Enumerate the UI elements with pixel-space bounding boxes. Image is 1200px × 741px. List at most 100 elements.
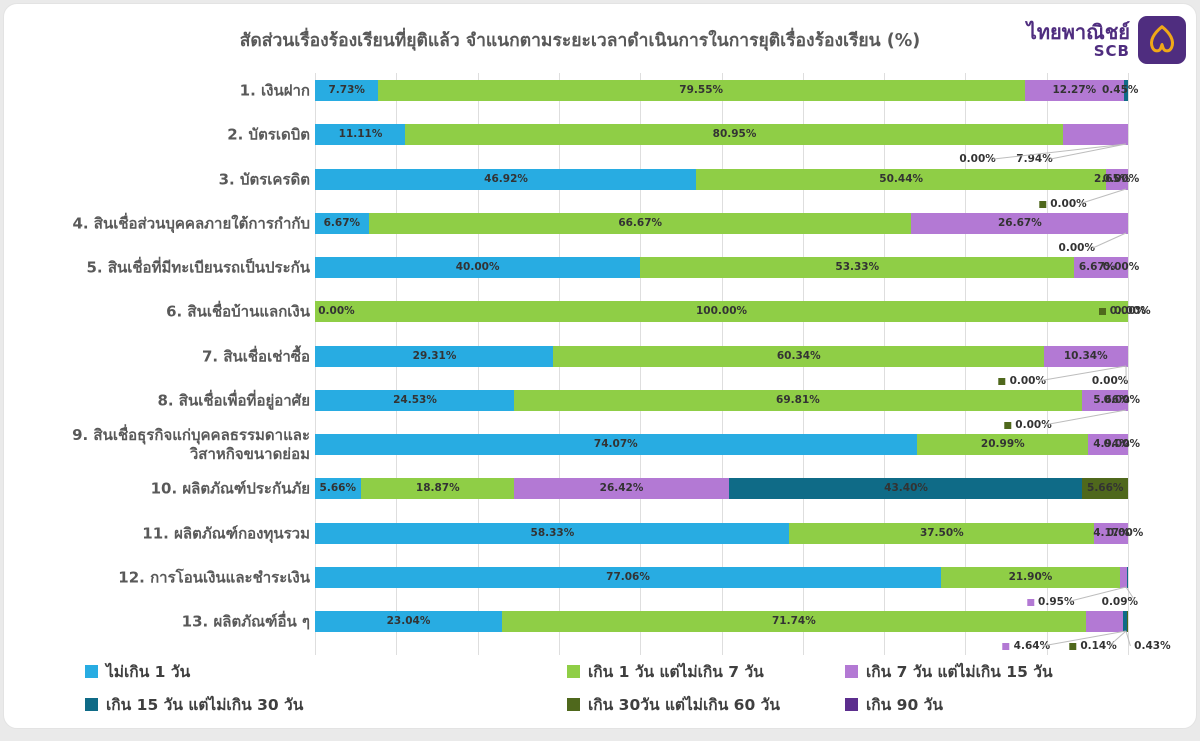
- bar-segment-1: [369, 213, 912, 234]
- callout-label: 0.43%: [1134, 640, 1171, 652]
- chart-title: สัดส่วนเรื่องร้องเรียนที่ยุติแล้ว จำแนกต…: [239, 31, 921, 51]
- bar-segment-0: [315, 523, 790, 544]
- series-marker: [1002, 643, 1010, 650]
- bar-segment-3: [1123, 611, 1127, 632]
- callout-label: 0.14%: [1069, 640, 1117, 653]
- bar-row: [315, 257, 1128, 278]
- legend-item-2: เกิน 7 วัน แต่ไม่เกิน 15 วัน: [845, 659, 1170, 684]
- legend-swatch: [567, 698, 580, 711]
- bar-value-label: 77.06%: [606, 571, 650, 583]
- bar-segment-0: [315, 434, 918, 455]
- bar-row: [315, 346, 1128, 367]
- bar-row: [315, 301, 1128, 322]
- legend-swatch: [845, 665, 858, 678]
- legend: ไม่เกิน 1 วัน เกิน 1 วัน แต่ไม่เกิน 7 วัน…: [85, 659, 1170, 717]
- category-label: 9. สินเชื่อธุรกิจแก่บุคคลธรรมดาและ วิสาหก…: [72, 425, 310, 463]
- category-label: 12. การโอนเงินและชำระเงิน: [118, 568, 310, 586]
- legend-swatch: [85, 665, 98, 678]
- bar-value-label: 5.66%: [319, 482, 356, 494]
- bar-row: [315, 124, 1128, 145]
- series-marker: [1027, 599, 1035, 606]
- series-marker: [998, 378, 1006, 385]
- bar-value-label: 40.00%: [455, 261, 500, 273]
- legend-swatch: [85, 698, 98, 711]
- bar-segment-1: [917, 434, 1088, 455]
- bar-value-label: 21.90%: [1008, 571, 1053, 583]
- bar-segment-0: [315, 257, 641, 278]
- category-label: 11. ผลิตภัณฑ์กองทุนรวม: [142, 524, 310, 542]
- bar-value-label: 6.67%: [323, 217, 361, 229]
- bar-value-label: 5.66%: [1093, 394, 1130, 406]
- scb-leaf-icon: [1138, 16, 1186, 64]
- bar-value-label: 66.67%: [618, 217, 663, 229]
- bar-segment-4: [1081, 478, 1128, 499]
- legend-item-5: เกิน 90 วัน: [845, 692, 1170, 717]
- legend-label: เกิน 1 วัน แต่ไม่เกิน 7 วัน: [588, 663, 764, 681]
- callout-label: 7.94%: [1016, 153, 1053, 165]
- bar-segment-4: [1126, 611, 1128, 632]
- gridline: [1128, 73, 1129, 655]
- scb-logo-thai-name: ไทยพาณิชย์: [1026, 19, 1130, 44]
- bar-segment-1: [696, 169, 1107, 190]
- bar-value-label: 71.74%: [771, 615, 816, 627]
- bar-value-label: 0.45%: [1101, 84, 1139, 96]
- series-marker: [1004, 422, 1012, 429]
- bar-segment-0: [315, 124, 406, 145]
- bar-value-label: 0.00%: [1103, 438, 1141, 450]
- bar-value-label: 60.34%: [776, 350, 821, 362]
- bar-value-label: 24.53%: [393, 394, 437, 406]
- bar-row: [315, 523, 1128, 544]
- bar-segment-0: [315, 611, 503, 632]
- legend-item-0: ไม่เกิน 1 วัน: [85, 659, 567, 684]
- callout-label: 4.64%: [1002, 640, 1050, 653]
- bar-segment-3: [1127, 567, 1128, 588]
- series-marker: [1069, 643, 1077, 650]
- bar-segment-1: [514, 390, 1082, 411]
- bar-segment-2: [1106, 169, 1128, 190]
- legend-label: ไม่เกิน 1 วัน: [106, 663, 191, 681]
- bar-value-label: 12.27%: [1052, 84, 1097, 96]
- bar-value-label: 0.00%: [1102, 261, 1140, 273]
- bar-row: [315, 567, 1128, 588]
- bar-segment-2: [1119, 567, 1128, 588]
- legend-label: เกิน 15 วัน แต่ไม่เกิน 30 วัน: [106, 696, 304, 714]
- bar-value-label: 0.00%: [1102, 173, 1140, 185]
- bar-segment-1: [941, 567, 1120, 588]
- bar-segment-2: [1094, 523, 1128, 544]
- bar-value-label: 43.40%: [884, 482, 928, 494]
- bar-segment-1: [405, 124, 1064, 145]
- category-label: 10. ผลิตภัณฑ์ประกันภัย: [150, 479, 310, 497]
- bar-value-label: 37.50%: [919, 527, 964, 539]
- series-marker: [1039, 201, 1047, 208]
- bar-segment-0: [315, 169, 697, 190]
- bar-value-label: 26.42%: [599, 482, 644, 494]
- bar-segment-1: [361, 478, 515, 499]
- category-label: 7. สินเชื่อเช่าซื้อ: [201, 347, 310, 365]
- bar-value-label: 69.81%: [776, 394, 820, 406]
- category-label: 3. บัตรเครดิต: [218, 170, 310, 188]
- bar-segment-2: [1073, 257, 1128, 278]
- bar-segment-0: [315, 346, 554, 367]
- bar-row: [315, 611, 1128, 632]
- series-marker: [1098, 308, 1106, 315]
- bar-segment-2: [1024, 80, 1125, 101]
- category-label: 6. สินเชื่อบ้านแลกเงิน: [166, 302, 310, 320]
- scb-logo-abbr: SCB: [1093, 41, 1130, 60]
- bar-value-label: 7.73%: [328, 84, 365, 96]
- bar-segment-1: [502, 611, 1086, 632]
- bar-value-label: 11.11%: [338, 128, 383, 140]
- bar-value-label: 4.94%: [1093, 438, 1130, 450]
- bar-row: [315, 390, 1128, 411]
- legend-label: เกิน 7 วัน แต่ไม่เกิน 15 วัน: [866, 663, 1053, 681]
- bar-value-label: 79.55%: [679, 84, 724, 96]
- bar-segment-2: [1085, 611, 1124, 632]
- bar-value-label: 29.31%: [412, 350, 457, 362]
- bar-value-label: 100.00%: [695, 305, 748, 317]
- bar-value-label: 53.33%: [835, 261, 880, 273]
- scb-logo: ไทยพาณิชย์ SCB: [1027, 16, 1186, 64]
- bar-segment-1: [315, 301, 1128, 322]
- bar-segment-2: [514, 478, 730, 499]
- bar-value-label: 26.67%: [997, 217, 1042, 229]
- category-label: 8. สินเชื่อเพื่อที่อยู่อาศัย: [157, 391, 310, 409]
- legend-swatch: [845, 698, 858, 711]
